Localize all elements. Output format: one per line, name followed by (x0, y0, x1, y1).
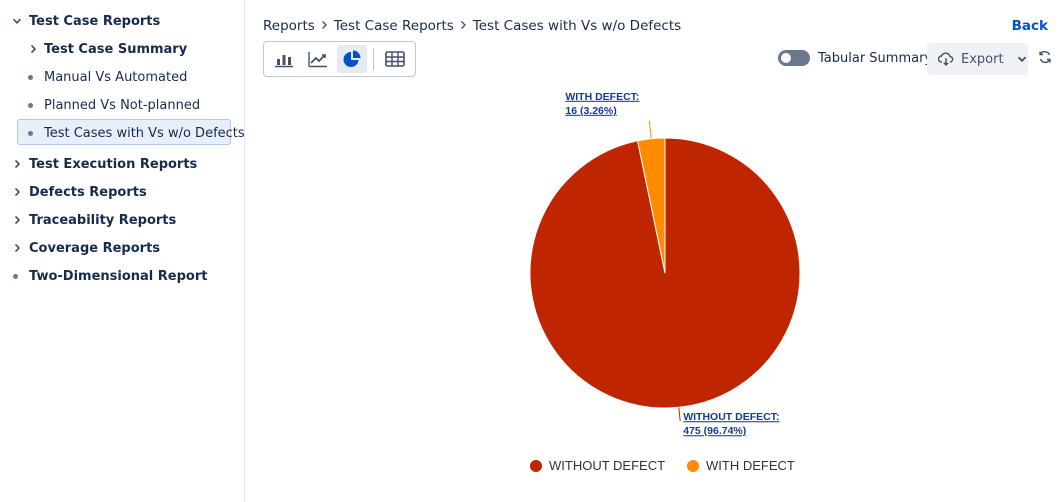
tree-item-label: Test Cases with Vs w/o Defects (44, 125, 245, 141)
breadcrumb-item-reports[interactable]: Reports (263, 18, 315, 34)
legend-marker (530, 459, 542, 472)
breadcrumb: Reports Test Case Reports Test Cases wit… (263, 18, 681, 34)
tree-group-label: Test Case Reports (29, 13, 161, 29)
breadcrumb-item-test-case-reports[interactable]: Test Case Reports (333, 18, 454, 34)
chart-type-toolbar (263, 41, 416, 77)
tabular-summary-toggle-wrap: Tabular Summary (778, 50, 932, 66)
bullet-icon (28, 130, 33, 136)
tree-item-label: Manual Vs Automated (44, 69, 188, 85)
export-label: Export (961, 51, 1004, 67)
data-label-with-defect-title[interactable]: WITH DEFECT: (565, 91, 639, 103)
chevron-right-icon (459, 19, 468, 33)
toolbar-divider (373, 48, 374, 70)
pie-chart: WITH DEFECT: 16 (3.26%) WITHOUT DEFECT: … (529, 91, 801, 437)
refresh-icon[interactable] (1038, 50, 1052, 68)
line-chart-button[interactable] (303, 45, 333, 73)
table-icon (385, 51, 405, 67)
tree-item-test-cases-with-vs-without-defects[interactable]: Test Cases with Vs w/o Defects (28, 121, 245, 145)
chevron-right-icon (11, 214, 23, 226)
data-label-without-defect-title[interactable]: WITHOUT DEFECT: (683, 411, 779, 423)
bullet-icon (28, 74, 33, 80)
connector-with-defect (648, 120, 652, 139)
tree-item-label: Planned Vs Not-planned (44, 97, 201, 113)
tabular-summary-label: Tabular Summary (818, 50, 933, 66)
chevron-right-icon (27, 43, 39, 55)
tree-item-test-case-summary[interactable]: Test Case Summary (27, 37, 187, 61)
chart-legend: WITHOUT DEFECT WITH DEFECT (530, 458, 817, 473)
tree-group-two-dimensional-report[interactable]: Two-Dimensional Report (13, 264, 207, 288)
connector-without-defect (678, 407, 681, 422)
chevron-down-icon (11, 15, 23, 27)
cloud-download-icon (938, 52, 954, 66)
chevron-right-icon (11, 242, 23, 254)
bullet-icon (13, 273, 18, 279)
pie-slice-with-defect[interactable] (636, 137, 666, 274)
bullet-icon (28, 102, 33, 108)
tree-group-defects-reports[interactable]: Defects Reports (11, 180, 147, 204)
table-view-button[interactable] (380, 45, 410, 73)
chevron-right-icon (11, 186, 23, 198)
tree-group-label: Defects Reports (29, 184, 147, 200)
data-label-without-defect-value[interactable]: 475 (96.74%) (683, 425, 746, 437)
export-button[interactable]: Export (927, 43, 1028, 75)
legend-marker (687, 459, 700, 472)
tree-group-label: Traceability Reports (29, 212, 177, 228)
tabular-summary-toggle[interactable] (778, 50, 810, 66)
tree-group-label: Two-Dimensional Report (29, 268, 208, 284)
data-label-with-defect-value[interactable]: 16 (3.26%) (565, 105, 616, 117)
selected-item-highlight (17, 119, 231, 145)
tree-group-label: Test Execution Reports (29, 156, 198, 172)
pie-chart-icon (343, 50, 361, 67)
legend-item-without-defect[interactable]: WITHOUT DEFECT (530, 458, 665, 473)
tree-item-manual-vs-automated[interactable]: Manual Vs Automated (28, 65, 187, 89)
pie-chart-button[interactable] (337, 45, 367, 73)
tree-group-test-case-reports[interactable]: Test Case Reports (11, 9, 160, 33)
tree-item-label: Test Case Summary (44, 41, 188, 57)
bar-chart-icon (275, 55, 293, 68)
tree-item-planned-vs-not-planned[interactable]: Planned Vs Not-planned (28, 93, 200, 117)
tree-group-coverage-reports[interactable]: Coverage Reports (11, 236, 160, 260)
legend-label: WITHOUT DEFECT (549, 458, 666, 473)
bar-chart-button[interactable] (269, 45, 299, 73)
chevron-right-icon (11, 158, 23, 170)
tree-group-traceability-reports[interactable]: Traceability Reports (11, 208, 176, 232)
line-chart-icon (308, 52, 327, 68)
breadcrumb-item-current: Test Cases with Vs w/o Defects (472, 18, 682, 34)
legend-label: WITH DEFECT (706, 458, 795, 473)
toggle-knob (781, 53, 791, 63)
chevron-right-icon (320, 19, 329, 33)
tree-group-test-execution-reports[interactable]: Test Execution Reports (11, 152, 197, 176)
chevron-down-icon (1017, 56, 1026, 63)
back-link[interactable]: Back (1011, 18, 1048, 34)
report-tree-sidebar: Test Case Reports Test Case Summary Manu… (0, 0, 245, 502)
legend-item-with-defect[interactable]: WITH DEFECT (687, 458, 795, 473)
tree-group-label: Coverage Reports (29, 240, 161, 256)
